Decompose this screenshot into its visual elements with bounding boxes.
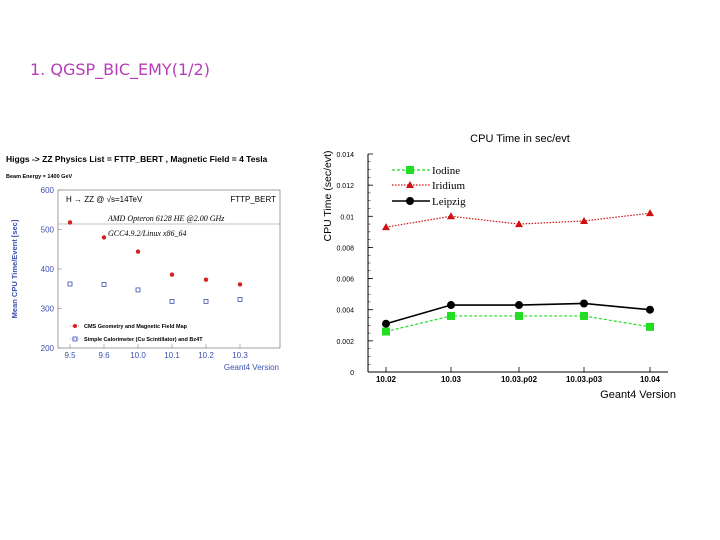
- right-y-tick-label: 0: [350, 370, 354, 377]
- right-point-iodine: [515, 311, 523, 320]
- left-x-tick-label: 10.3: [232, 351, 248, 360]
- right-legend: [375, 159, 489, 213]
- slide-title: 1. QGSP_BIC_EMY(1/2): [30, 60, 210, 79]
- left-x-tick-label: 10.1: [164, 351, 180, 360]
- left-point-cms: [169, 272, 175, 277]
- left-point-simple: [169, 298, 175, 304]
- left-physics-tag: FTTP_BERT: [230, 195, 276, 204]
- right-y-tick-label: 0.012: [336, 183, 354, 190]
- right-x-tick-label: 10.02: [376, 375, 397, 384]
- right-y-axis-label: CPU Time (sec/evt): [322, 150, 334, 241]
- right-y-tick-label: 0.01: [340, 214, 354, 221]
- left-point-cms: [101, 235, 107, 240]
- left-process-label: H → ZZ @ √s=14TeV: [66, 195, 143, 204]
- right-x-tick-label: 10.03.p03: [566, 375, 603, 384]
- right-point-leipzig: [580, 299, 588, 308]
- left-chart-title: Higgs -> ZZ Physics List = FTTP_BERT , M…: [6, 154, 268, 164]
- right-legend-label-iridium: Iridium: [432, 180, 465, 192]
- left-y-tick-label: 600: [41, 186, 55, 195]
- right-point-leipzig: [447, 301, 455, 310]
- right-legend-marker-iridium: [406, 181, 414, 188]
- right-x-tick-label: 10.04: [640, 375, 661, 384]
- right-x-tick-label: 10.03.p02: [501, 375, 538, 384]
- left-y-axis-label: Mean CPU Time/Event [sec]: [10, 219, 19, 318]
- left-point-simple: [203, 298, 209, 304]
- right-legend-marker-leipzig: [406, 197, 414, 205]
- left-point-cms: [67, 220, 73, 225]
- right-y-tick-label: 0.004: [336, 308, 354, 315]
- left-point-cms: [203, 277, 209, 282]
- left-cpu-note: AMD Opteron 6128 HE @2.00 GHz: [107, 214, 225, 223]
- left-point-simple: [67, 281, 73, 287]
- right-point-iridium: [382, 223, 390, 231]
- left-point-cms: [135, 249, 141, 254]
- right-y-tick-label: 0.006: [336, 277, 354, 284]
- right-point-iridium: [447, 212, 455, 220]
- right-point-leipzig: [382, 319, 390, 328]
- left-y-tick-label: 400: [41, 265, 55, 274]
- right-legend-label-iodine: Iodine: [432, 165, 460, 177]
- left-point-simple: [237, 297, 243, 302]
- left-x-tick-label: 10.0: [130, 351, 146, 360]
- left-compiler-note: GCC4.9.2/Linux x86_64: [108, 229, 186, 238]
- left-y-tick-label: 500: [41, 226, 55, 235]
- right-point-iodine: [382, 327, 390, 336]
- right-point-iodine: [646, 322, 654, 331]
- right-legend-label-leipzig: Leipzig: [432, 196, 466, 208]
- left-point-simple: [135, 287, 141, 293]
- left-x-tick-label: 9.5: [64, 351, 76, 360]
- left-legend-marker-simple: [72, 336, 78, 342]
- right-point-iodine: [447, 311, 455, 320]
- right-point-leipzig: [515, 301, 523, 310]
- right-x-axis-label: Geant4 Version: [600, 389, 676, 401]
- left-point-simple: [101, 282, 107, 287]
- right-point-leipzig: [646, 305, 654, 314]
- right-x-tick-label: 10.03: [441, 375, 462, 384]
- right-y-tick-label: 0.002: [336, 339, 354, 346]
- left-chart-subtitle: Beam Energy = 1400 GeV: [6, 174, 73, 180]
- left-x-tick-label: 9.6: [98, 351, 110, 360]
- right-point-iridium: [580, 216, 588, 224]
- right-legend-marker-iodine: [406, 166, 414, 174]
- left-plot-area: [57, 189, 281, 349]
- left-legend-label-simple: Simple Calorimeter (Cu Scintillator) and…: [84, 337, 203, 343]
- left-x-tick-label: 10.2: [198, 351, 214, 360]
- right-chart: CPU Time in sec/evt 0 0.002 0.004 0.006 0.00…: [318, 128, 690, 408]
- right-point-iridium: [515, 220, 523, 228]
- right-y-tick-label: 0.008: [336, 245, 354, 252]
- right-series-line-iodine: [385, 315, 651, 333]
- left-legend-marker-cms: [73, 324, 77, 328]
- right-y-tick-label: 0.014: [336, 152, 354, 159]
- left-x-axis-label: Geant4 Version: [224, 363, 279, 372]
- left-y-tick-label: 200: [41, 344, 55, 353]
- right-point-iridium: [646, 209, 654, 217]
- right-chart-title: CPU Time in sec/evt: [470, 133, 570, 145]
- left-chart: Higgs -> ZZ Physics List = FTTP_BERT , M…: [0, 150, 300, 380]
- left-y-tick-label: 300: [41, 305, 55, 314]
- left-legend-label-cms: CMS Geometry and Magnetic Field Map: [84, 324, 188, 330]
- left-point-cms: [237, 282, 243, 287]
- right-point-iodine: [580, 311, 588, 320]
